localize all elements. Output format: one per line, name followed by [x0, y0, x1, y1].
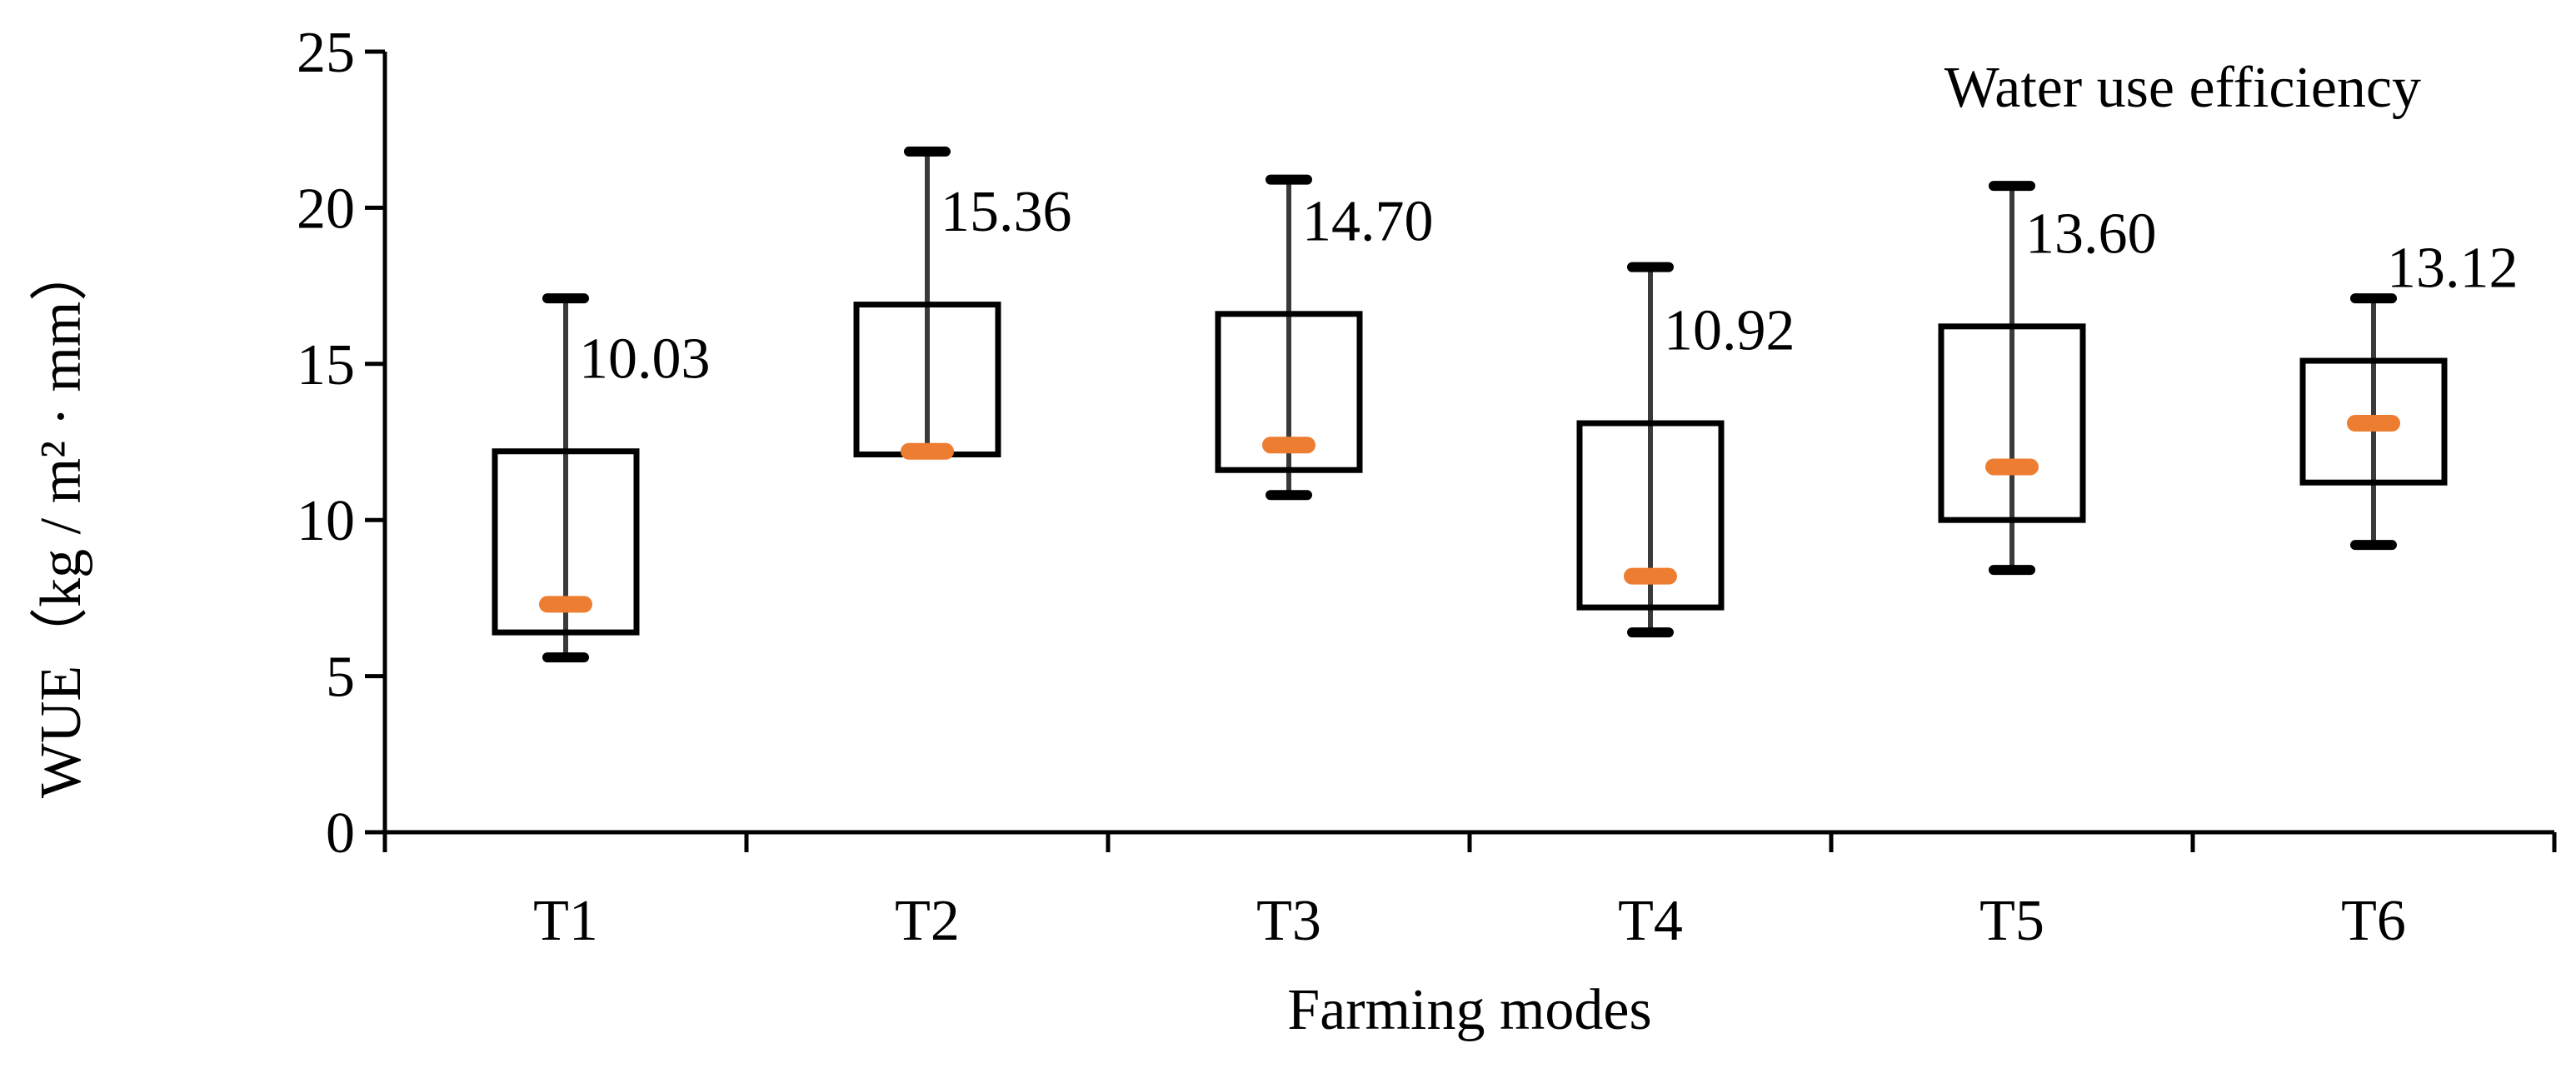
chart-title: Water use efficiency — [1944, 56, 2421, 120]
box-rect — [1215, 311, 1363, 473]
y-tick-label: 25 — [297, 21, 355, 85]
box-rect — [1938, 323, 2086, 523]
data-label: 15.36 — [941, 180, 1072, 244]
box-group-t6: 13.12 — [2299, 237, 2519, 551]
y-tick-label: 5 — [326, 646, 355, 710]
x-tick-label: T5 — [1979, 889, 2044, 953]
data-label: 10.92 — [1664, 299, 1795, 363]
x-tick-label: T4 — [1618, 889, 1683, 953]
box-rect — [2299, 357, 2448, 486]
box-group-t2: 15.36 — [853, 146, 1072, 460]
x-axis-title: Farming modes — [1287, 978, 1651, 1042]
box-group-t5: 13.60 — [1938, 181, 2157, 576]
box-group-t1: 10.03 — [492, 293, 711, 663]
box-group-t3: 14.70 — [1215, 174, 1434, 501]
data-label: 10.03 — [579, 327, 711, 391]
x-tick-label: T3 — [1256, 889, 1321, 953]
plot-area: 0 5 10 15 20 25 T1 T2 T3 T4 T5 T6 10.03 15.36 14.70 10.… — [297, 21, 2557, 953]
y-tick-label: 0 — [326, 801, 355, 866]
x-tick-label: T6 — [2341, 889, 2406, 953]
y-tick-label: 20 — [297, 177, 355, 241]
data-label: 14.70 — [1302, 189, 1434, 253]
y-axis-title: WUE（kg / m² · mm） — [29, 243, 93, 798]
box-rect — [1576, 420, 1725, 611]
box-group-t4: 10.92 — [1576, 262, 1795, 638]
y-tick-label: 15 — [297, 333, 355, 397]
x-tick-label: T1 — [533, 889, 598, 953]
data-label: 13.12 — [2387, 237, 2519, 301]
box-rect — [492, 448, 640, 636]
y-tick-label: 10 — [297, 489, 355, 553]
data-label: 13.60 — [2025, 202, 2157, 266]
x-tick-label: T2 — [895, 889, 960, 953]
